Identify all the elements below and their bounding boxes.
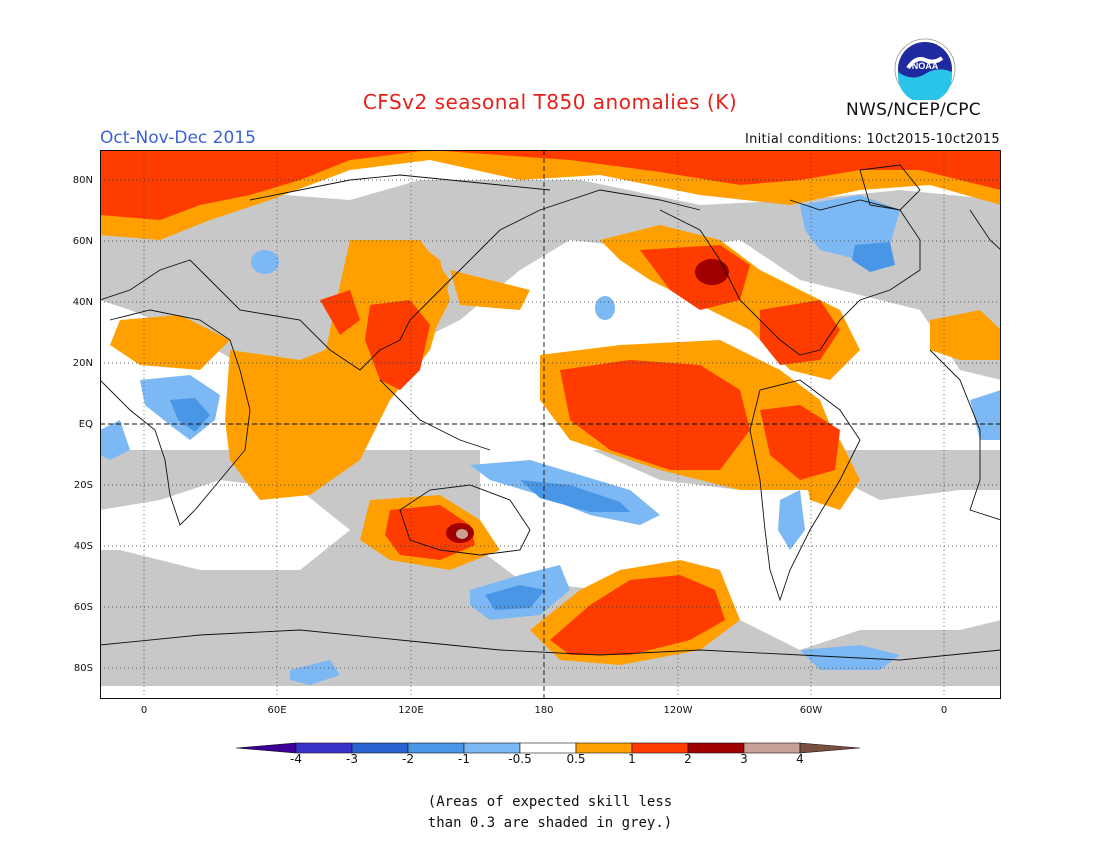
agency-label: NWS/NCEP/CPC (846, 100, 981, 120)
colorbar-box (407, 742, 465, 754)
map-frame (100, 150, 1001, 699)
noaa-logo-text: NOAA (912, 61, 939, 71)
lon-label-180: 180 (534, 705, 554, 716)
colorbar-label: 1 (628, 752, 636, 766)
equator-dateline (100, 150, 1001, 699)
lat-label-20n: 20N (72, 358, 93, 369)
colorbar-label: -0.5 (508, 752, 532, 766)
lon-label-120e: 120E (398, 705, 424, 716)
colorbar-box (351, 742, 409, 754)
lon-label-0-west: 0 (140, 705, 148, 716)
lon-label-60w: 60W (799, 705, 823, 716)
initial-conditions: Initial conditions: 10ct2015-10ct2015 (744, 132, 1000, 147)
footnote-line-2: than 0.3 are shaded in grey.) (427, 815, 673, 831)
colorbar-high-arrow (799, 742, 861, 754)
lat-label-eq: EQ (78, 419, 93, 430)
colorbar-label: -1 (458, 752, 470, 766)
colorbar-low-arrow (236, 742, 297, 754)
map-title: CFSv2 seasonal T850 anomalies (K) (362, 90, 738, 114)
lat-label-60n: 60N (72, 236, 93, 247)
lat-label-60s: 60S (73, 602, 93, 613)
skill-footnote: (Areas of expected skill less than 0.3 a… (0, 792, 1100, 834)
colorbar-label: -4 (290, 752, 302, 766)
lon-label-60e: 60E (267, 705, 287, 716)
colorbar-box (631, 742, 689, 754)
forecast-period: Oct-Nov-Dec 2015 (100, 128, 256, 148)
colorbar-box (687, 742, 745, 754)
noaa-logo: NOAA (894, 38, 956, 100)
lat-label-40s: 40S (73, 541, 93, 552)
lat-label-40n: 40N (72, 297, 93, 308)
lon-label-0-east: 0 (940, 705, 948, 716)
lon-label-120w: 120W (663, 705, 693, 716)
lat-label-80n: 80N (72, 175, 93, 186)
coastlines (100, 164, 1001, 661)
colorbar-box (295, 742, 353, 754)
colorbar-label: -2 (402, 752, 414, 766)
colorbar-label: 3 (740, 752, 748, 766)
lat-label-20s: 20S (73, 480, 93, 491)
warm-1-2-regions (100, 150, 1001, 655)
lat-label-80s: 80S (73, 663, 93, 674)
anomaly-map (100, 150, 1001, 699)
colorbar-label: 0.5 (566, 752, 586, 766)
colorbar (236, 742, 861, 754)
warm-2-3-regions (446, 259, 729, 543)
colorbar-label: 2 (684, 752, 692, 766)
colorbar-box (743, 742, 801, 754)
footnote-line-1: (Areas of expected skill less (427, 794, 673, 810)
colorbar-label: -3 (346, 752, 358, 766)
colorbar-label: 4 (796, 752, 804, 766)
